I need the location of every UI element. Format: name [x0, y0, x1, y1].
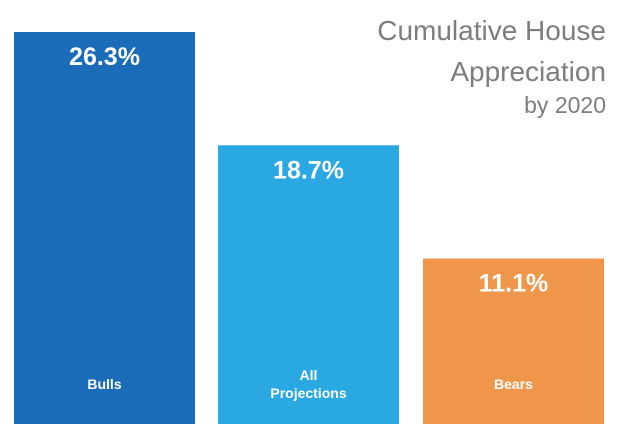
value-label: 18.7%	[273, 156, 344, 184]
value-label: 26.3%	[69, 43, 140, 71]
category-label: Projections	[270, 385, 346, 401]
category-label: Bears	[494, 376, 533, 392]
bar-all-projections	[218, 145, 399, 424]
chart-title-line-1: Cumulative House	[377, 15, 606, 46]
bars-group: 26.3% Bulls 18.7% All Projections 11.1% Bears	[14, 32, 604, 424]
chart-title-line-2: Appreciation	[450, 56, 606, 87]
category-label: Bulls	[87, 376, 121, 392]
chart-title-line-3: by 2020	[524, 92, 606, 118]
value-label: 11.1%	[479, 270, 549, 298]
category-label: All	[300, 367, 318, 383]
bar-bears	[423, 258, 604, 424]
bar-bulls	[14, 32, 195, 424]
chart-title: Cumulative House Appreciation by 2020	[377, 15, 606, 118]
